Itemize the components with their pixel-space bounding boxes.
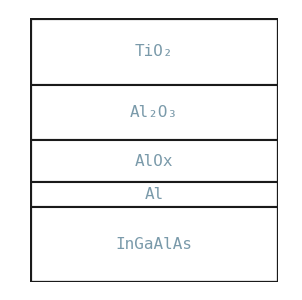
Bar [30, 207, 278, 282]
Bar [30, 182, 278, 207]
Text: Al₂O₃: Al₂O₃ [130, 105, 178, 120]
Bar [30, 18, 278, 85]
Text: Al: Al [144, 187, 164, 202]
Text: TiO₂: TiO₂ [135, 44, 173, 59]
Bar [30, 85, 278, 140]
Bar [30, 140, 278, 182]
Text: InGaAlAs: InGaAlAs [116, 237, 192, 252]
Text: AlOx: AlOx [135, 154, 173, 169]
